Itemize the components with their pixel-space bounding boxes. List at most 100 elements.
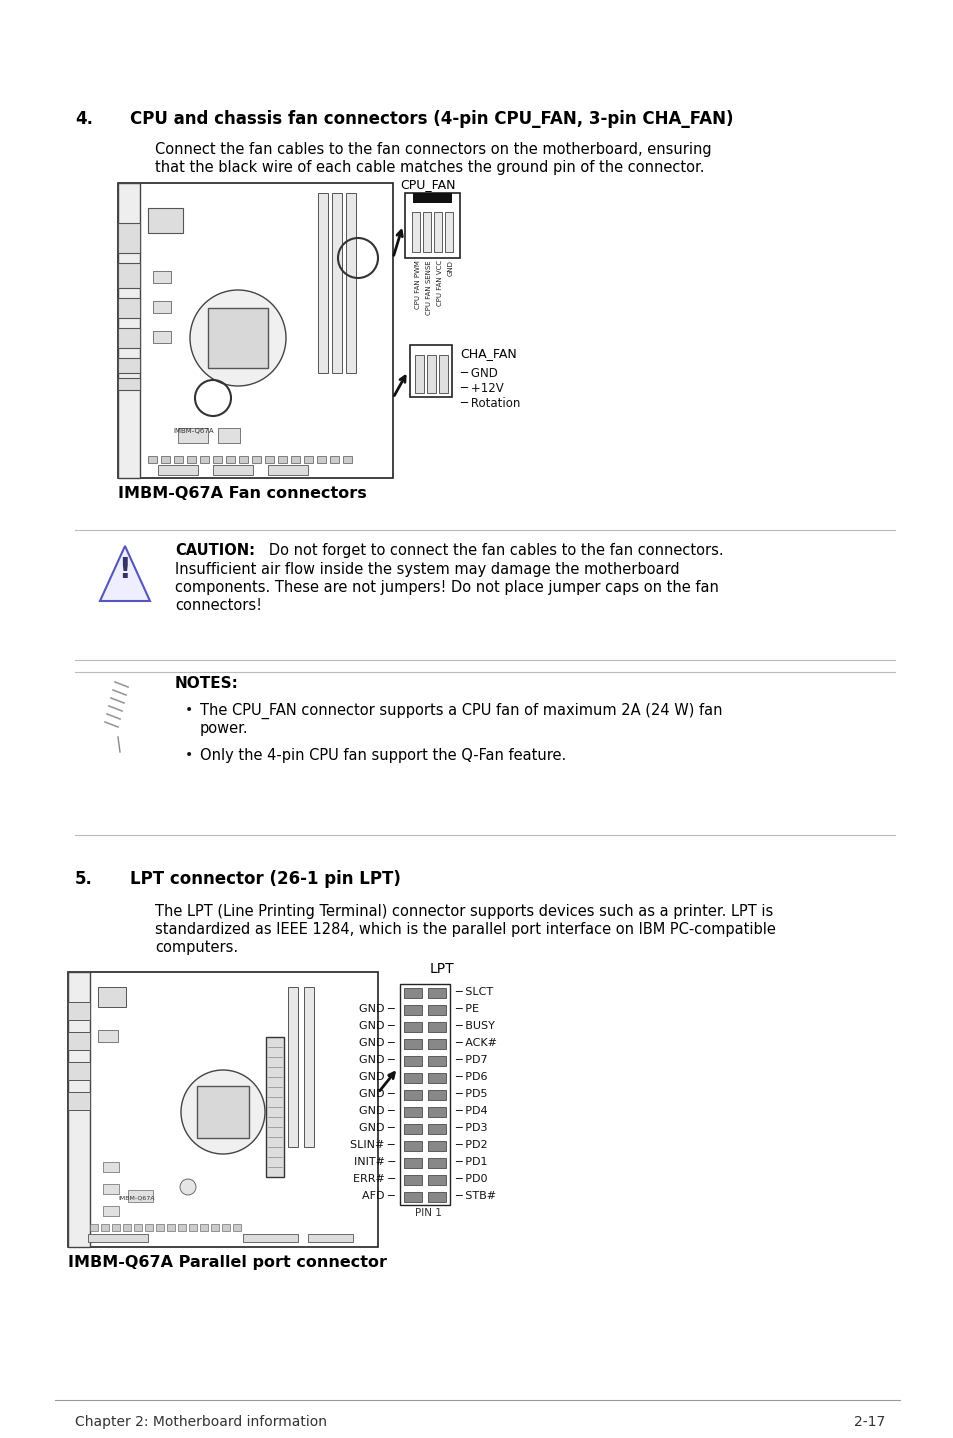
Bar bbox=[428, 1175, 446, 1185]
Bar bbox=[428, 1192, 446, 1202]
Text: components. These are not jumpers! Do not place jumper caps on the fan: components. These are not jumpers! Do no… bbox=[174, 580, 719, 595]
Bar bbox=[158, 464, 198, 475]
Text: LPT connector (26-1 pin LPT): LPT connector (26-1 pin LPT) bbox=[130, 870, 400, 889]
Bar bbox=[304, 456, 313, 463]
Bar bbox=[403, 1055, 421, 1066]
Bar bbox=[288, 986, 297, 1148]
Bar bbox=[211, 1224, 219, 1231]
Text: Insufficient air flow inside the system may damage the motherboard: Insufficient air flow inside the system … bbox=[174, 562, 679, 577]
Bar bbox=[178, 1224, 186, 1231]
Bar bbox=[403, 1140, 421, 1150]
Bar bbox=[156, 1224, 164, 1231]
Bar bbox=[222, 1224, 230, 1231]
Bar bbox=[196, 1086, 249, 1137]
Text: The LPT (Line Printing Terminal) connector supports devices such as a printer. L: The LPT (Line Printing Terminal) connect… bbox=[154, 905, 773, 919]
Text: power.: power. bbox=[200, 720, 249, 736]
Text: ─ GND: ─ GND bbox=[459, 367, 497, 380]
Bar bbox=[118, 358, 140, 372]
Text: computers.: computers. bbox=[154, 940, 238, 955]
Bar bbox=[428, 1005, 446, 1015]
Text: CPU and chassis fan connectors (4-pin CPU_FAN, 3-pin CHA_FAN): CPU and chassis fan connectors (4-pin CP… bbox=[130, 109, 733, 128]
Bar bbox=[178, 429, 208, 443]
Circle shape bbox=[190, 290, 286, 385]
Bar bbox=[118, 328, 140, 348]
Text: Only the 4-pin CPU fan support the Q-Fan feature.: Only the 4-pin CPU fan support the Q-Fan… bbox=[200, 748, 566, 764]
Bar bbox=[403, 1073, 421, 1083]
Text: The CPU_FAN connector supports a CPU fan of maximum 2A (24 W) fan: The CPU_FAN connector supports a CPU fan… bbox=[200, 703, 721, 719]
Text: AFD ─: AFD ─ bbox=[362, 1191, 395, 1201]
Text: CPU FAN VCC: CPU FAN VCC bbox=[436, 260, 442, 306]
Bar bbox=[438, 355, 448, 393]
Text: GND ─: GND ─ bbox=[359, 1038, 395, 1048]
Bar bbox=[410, 345, 452, 397]
Circle shape bbox=[181, 1070, 265, 1155]
Text: CHA_FAN: CHA_FAN bbox=[459, 347, 517, 360]
Bar bbox=[308, 1234, 353, 1242]
Bar bbox=[428, 1055, 446, 1066]
Bar bbox=[346, 193, 355, 372]
Bar bbox=[118, 378, 140, 390]
Bar bbox=[277, 456, 287, 463]
Bar bbox=[403, 1090, 421, 1100]
Bar bbox=[189, 1224, 196, 1231]
Bar bbox=[415, 355, 423, 393]
Bar bbox=[152, 270, 171, 283]
Text: INIT# ─: INIT# ─ bbox=[354, 1158, 395, 1168]
Bar bbox=[243, 1234, 297, 1242]
Bar bbox=[98, 1030, 118, 1043]
Bar bbox=[68, 1091, 90, 1110]
Bar bbox=[173, 456, 183, 463]
Text: GND ─: GND ─ bbox=[359, 1021, 395, 1031]
Bar bbox=[123, 1224, 131, 1231]
Bar bbox=[148, 456, 157, 463]
Bar bbox=[218, 429, 240, 443]
Bar bbox=[304, 986, 314, 1148]
Text: GND ─: GND ─ bbox=[359, 1071, 395, 1081]
Bar bbox=[428, 1040, 446, 1048]
Bar bbox=[103, 1162, 119, 1172]
Bar bbox=[90, 1224, 98, 1231]
Text: CPU FAN PWM: CPU FAN PWM bbox=[415, 260, 420, 309]
Bar bbox=[252, 456, 261, 463]
Polygon shape bbox=[100, 546, 150, 601]
Bar bbox=[68, 1032, 90, 1050]
Bar bbox=[233, 1224, 241, 1231]
Bar bbox=[291, 456, 299, 463]
Bar bbox=[332, 193, 341, 372]
Bar bbox=[118, 263, 140, 288]
Text: IMBM-Q67A Fan connectors: IMBM-Q67A Fan connectors bbox=[118, 486, 366, 500]
Bar bbox=[428, 1073, 446, 1083]
Bar bbox=[68, 972, 377, 1247]
Bar bbox=[317, 193, 328, 372]
Bar bbox=[403, 988, 421, 998]
Text: •: • bbox=[185, 748, 193, 762]
Text: ─ STB#: ─ STB# bbox=[455, 1191, 496, 1201]
Bar bbox=[413, 193, 452, 203]
Bar bbox=[266, 1037, 284, 1176]
Text: LPT: LPT bbox=[430, 962, 455, 976]
Bar bbox=[187, 456, 195, 463]
Bar bbox=[118, 183, 393, 477]
Bar bbox=[88, 1234, 148, 1242]
Text: GND ─: GND ─ bbox=[359, 1055, 395, 1066]
Text: IMBM-Q67A: IMBM-Q67A bbox=[118, 1195, 154, 1199]
Bar bbox=[103, 1206, 119, 1217]
Text: IMBM-Q67A Parallel port connector: IMBM-Q67A Parallel port connector bbox=[68, 1255, 387, 1270]
Text: ERR# ─: ERR# ─ bbox=[353, 1173, 395, 1183]
Bar bbox=[208, 308, 268, 368]
Text: GND ─: GND ─ bbox=[359, 1123, 395, 1133]
Text: ─ PD2: ─ PD2 bbox=[455, 1140, 487, 1150]
Bar bbox=[213, 456, 222, 463]
Text: CAUTION:: CAUTION: bbox=[174, 544, 254, 558]
Bar bbox=[118, 183, 140, 477]
Bar bbox=[428, 1090, 446, 1100]
Bar bbox=[403, 1192, 421, 1202]
Bar bbox=[343, 456, 352, 463]
Bar bbox=[152, 331, 171, 344]
Bar bbox=[403, 1107, 421, 1117]
Text: Chapter 2: Motherboard information: Chapter 2: Motherboard information bbox=[75, 1415, 327, 1429]
Bar bbox=[428, 1107, 446, 1117]
Text: ─ PD3: ─ PD3 bbox=[455, 1123, 487, 1133]
Text: ─ +12V: ─ +12V bbox=[459, 383, 503, 395]
Text: SLIN# ─: SLIN# ─ bbox=[350, 1140, 395, 1150]
